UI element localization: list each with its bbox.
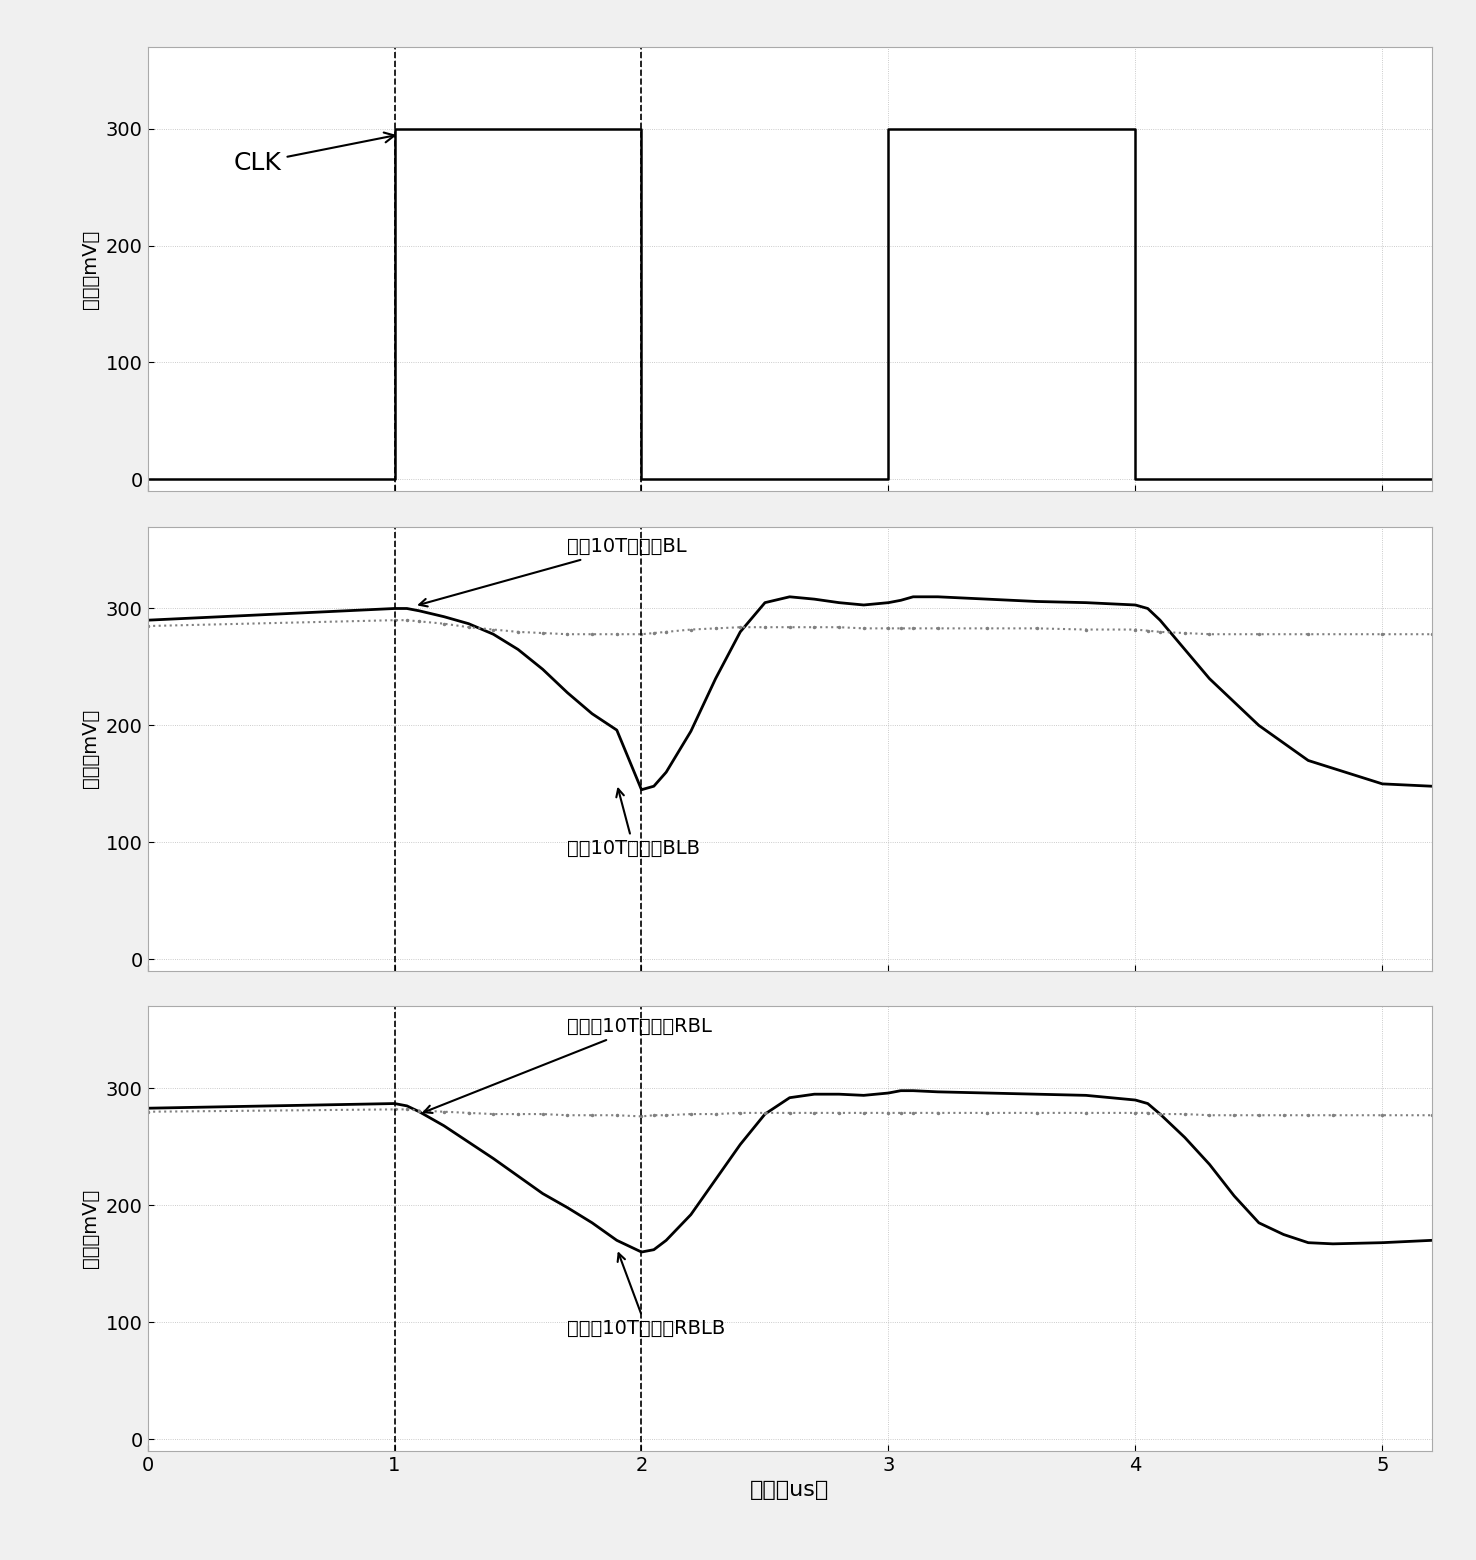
Text: CLK: CLK (235, 133, 394, 175)
Text: 参考10T的位线BL: 参考10T的位线BL (419, 537, 686, 607)
Text: 参考10T的位线BLB: 参考10T的位线BLB (567, 789, 701, 858)
Y-axis label: 电压（mV）: 电压（mV） (81, 229, 100, 309)
Text: 本发明10T的位线RBL: 本发明10T的位线RBL (424, 1017, 713, 1112)
Y-axis label: 电压（mV）: 电压（mV） (81, 1189, 100, 1268)
X-axis label: 时间（us）: 时间（us） (750, 1480, 830, 1501)
Text: 本发明10T的位线RBLB: 本发明10T的位线RBLB (567, 1253, 726, 1338)
Y-axis label: 电压（mV）: 电压（mV） (81, 710, 100, 788)
